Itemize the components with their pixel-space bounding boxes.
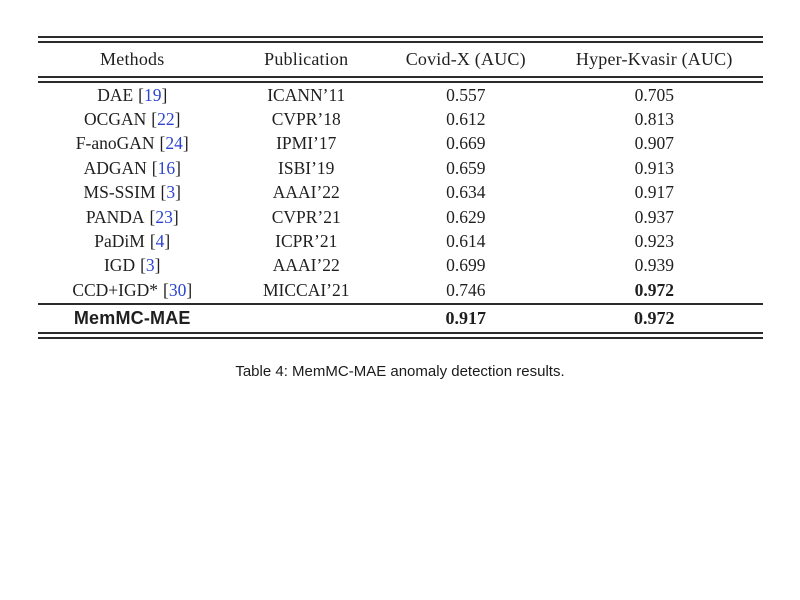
cite-bracket-close: ]	[164, 231, 171, 252]
method-name: IGD	[103, 255, 136, 276]
cell-method: PANDA [23]	[38, 207, 227, 228]
table-row: IGD [3] AAAI’22 0.699 0.939	[38, 254, 763, 278]
method-name: F-anoGAN	[75, 133, 155, 154]
method-name: DAE	[97, 84, 134, 105]
header-methods: Methods	[100, 49, 165, 69]
header-bottom-rule	[38, 76, 763, 83]
table-row: PaDiM [4] ICPR’21 0.614 0.923	[38, 229, 763, 253]
cite-bracket-open: [	[149, 206, 156, 227]
cell-hyper-auc: 0.939	[634, 255, 674, 276]
table-caption: Table 4: MemMC-MAE anomaly detection res…	[235, 363, 565, 380]
cell-publication: MICCAI’21	[262, 279, 350, 300]
cell-publication: CVPR’18	[271, 109, 341, 130]
cell-method: MemMC-MAE	[73, 307, 191, 328]
cell-hyper-auc: 0.917	[634, 182, 674, 203]
cite-bracket-close: ]	[175, 182, 181, 203]
cell-covid-auc: 0.614	[446, 231, 486, 252]
table-header-row: Methods Publication Covid-X (AUC) Hyper-…	[38, 43, 763, 76]
table-row: PANDA [23] CVPR’21 0.629 0.937	[38, 205, 763, 229]
table-row: DAE [19] ICANN’11 0.557 0.705	[38, 83, 763, 107]
cell-covid-auc: 0.699	[446, 255, 486, 276]
cite-bracket-close: ]	[182, 133, 189, 154]
pre-final-rule	[38, 302, 763, 305]
cell-hyper-auc: 0.972	[634, 279, 674, 300]
cell-publication: ICPR’21	[275, 231, 338, 252]
cite-bracket-open: [	[160, 182, 167, 203]
citation-link[interactable]: 24	[165, 133, 183, 154]
method-name: MS-SSIM	[83, 182, 156, 203]
cell-covid-auc: 0.659	[446, 157, 486, 178]
cite-bracket-close: ]	[186, 279, 193, 300]
results-table: Methods Publication Covid-X (AUC) Hyper-…	[38, 36, 763, 339]
cell-hyper-auc: 0.705	[634, 84, 674, 105]
table-row: ADGAN [16] ISBI’19 0.659 0.913	[38, 156, 763, 180]
citation-link[interactable]: 22	[157, 109, 175, 130]
cell-publication: ISBI’19	[278, 157, 335, 178]
cell-covid-auc: 0.746	[446, 279, 486, 300]
table-row-memmc-mae: MemMC-MAE 0.917 0.972	[38, 305, 763, 332]
cell-hyper-auc: 0.813	[634, 109, 674, 130]
header-publication: Publication	[264, 49, 349, 69]
cell-covid-auc: 0.917	[445, 307, 487, 328]
method-name: CCD+IGD*	[72, 279, 159, 300]
table-top-rule	[38, 36, 763, 43]
cite-bracket-open: [	[159, 133, 166, 154]
method-name: ADGAN	[83, 157, 147, 178]
method-name: PANDA	[85, 206, 145, 227]
cell-method: ADGAN [16]	[38, 158, 227, 179]
citation-link[interactable]: 3	[166, 182, 176, 203]
cell-covid-auc: 0.669	[446, 133, 486, 154]
cell-method: DAE [19]	[38, 85, 227, 106]
method-name: PaDiM	[94, 231, 145, 252]
cell-publication: AAAI’22	[272, 255, 340, 276]
table-row: MS-SSIM [3] AAAI’22 0.634 0.917	[38, 181, 763, 205]
cell-publication: AAAI’22	[272, 182, 340, 203]
cell-publication: ICANN’11	[267, 84, 346, 105]
cell-publication: IPMI’17	[276, 133, 337, 154]
cell-method: CCD+IGD* [30]	[38, 280, 227, 301]
header-covid-auc: Covid-X (AUC)	[405, 49, 526, 69]
citation-link[interactable]: 16	[157, 157, 176, 178]
cite-bracket-close: ]	[174, 109, 181, 130]
citation-link[interactable]: 4	[155, 231, 165, 252]
cell-covid-auc: 0.612	[446, 109, 486, 130]
cell-method: PaDiM [4]	[38, 231, 227, 252]
cell-hyper-auc: 0.907	[634, 133, 674, 154]
cite-bracket-open: [	[151, 109, 158, 130]
cell-covid-auc: 0.629	[446, 206, 486, 227]
citation-link[interactable]: 3	[145, 255, 155, 276]
table-bottom-rule	[38, 331, 763, 339]
citation-link[interactable]: 19	[143, 84, 162, 105]
table-row: OCGAN [22] CVPR’18 0.612 0.813	[38, 107, 763, 131]
cite-bracket-open: [	[140, 255, 146, 276]
cell-hyper-auc: 0.923	[634, 231, 674, 252]
cite-bracket-close: ]	[172, 206, 179, 227]
cite-bracket-open: [	[151, 157, 158, 178]
cite-bracket-open: [	[163, 279, 169, 300]
citation-link[interactable]: 23	[155, 206, 173, 227]
header-hyper-auc: Hyper-Kvasir (AUC)	[575, 49, 733, 69]
citation-link[interactable]: 30	[168, 279, 187, 300]
cell-method: MS-SSIM [3]	[38, 182, 227, 203]
method-name: OCGAN	[84, 109, 147, 130]
cite-bracket-close: ]	[154, 255, 161, 276]
cite-bracket-open: [	[149, 231, 156, 252]
cell-method: OCGAN [22]	[38, 109, 227, 130]
cite-bracket-close: ]	[175, 157, 181, 178]
cell-hyper-auc: 0.913	[634, 157, 674, 178]
cite-bracket-open: [	[138, 84, 144, 105]
cite-bracket-close: ]	[161, 84, 168, 105]
cell-hyper-auc: 0.937	[634, 206, 674, 227]
table-row: F-anoGAN [24] IPMI’17 0.669 0.907	[38, 132, 763, 156]
cell-covid-auc: 0.634	[446, 182, 486, 203]
table-row: CCD+IGD* [30] MICCAI’21 0.746 0.972	[38, 278, 763, 302]
cell-method: IGD [3]	[38, 255, 227, 276]
cell-covid-auc: 0.557	[446, 84, 486, 105]
cell-publication: CVPR’21	[271, 206, 341, 227]
cell-method: F-anoGAN [24]	[38, 133, 227, 154]
cell-hyper-auc: 0.972	[634, 307, 675, 328]
